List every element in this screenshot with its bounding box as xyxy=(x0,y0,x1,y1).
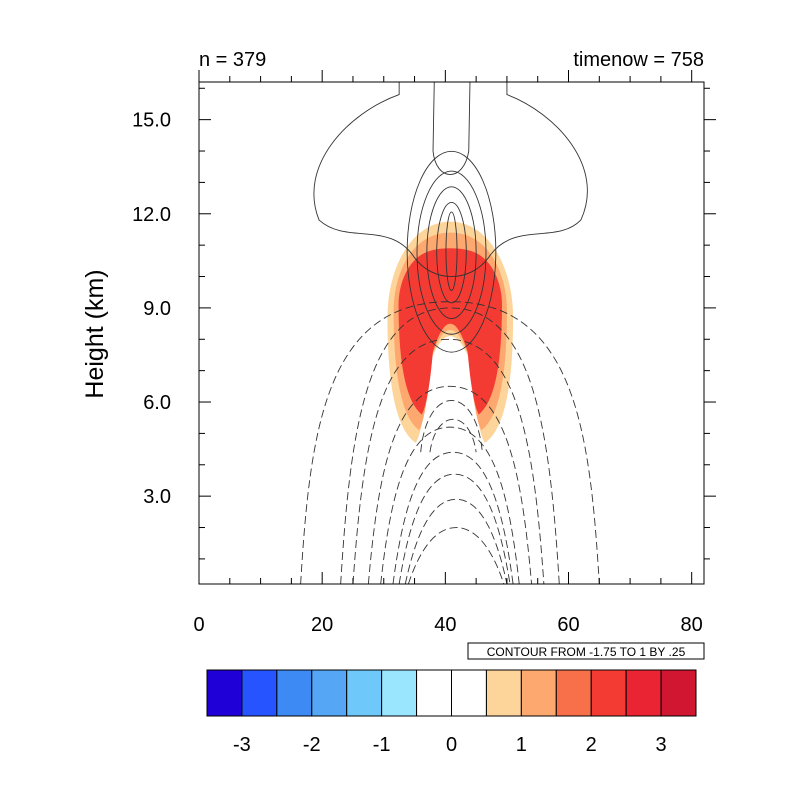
colorbar-swatch-3 xyxy=(311,669,348,717)
y-tick-label: 9.0 xyxy=(143,298,171,320)
y-tick-label: 12.0 xyxy=(132,204,171,226)
colorbar-tick-label: 3 xyxy=(656,734,667,756)
title-right: timenow = 758 xyxy=(573,49,704,71)
dashed-contour-7 xyxy=(404,498,508,585)
dashed-contour-2 xyxy=(352,338,545,585)
dashed-contour-5 xyxy=(392,451,514,585)
dashed-contour-4 xyxy=(380,426,520,585)
colorbar-swatch-0 xyxy=(206,669,243,717)
colorbar: -3 -2 -1 0 1 2 3 xyxy=(206,669,697,756)
solid-contour-core-e xyxy=(445,211,458,291)
title-left: n = 379 xyxy=(199,49,266,71)
solid-contour-core-b xyxy=(416,170,487,335)
dashed-contour-8 xyxy=(407,527,505,585)
filled-region-2 xyxy=(398,248,502,415)
solid-contour-core-d xyxy=(436,202,467,304)
x-tick-label: 0 xyxy=(193,614,204,636)
y-tick-label: 3.0 xyxy=(143,486,171,508)
colorbar-swatch-2 xyxy=(276,669,313,717)
x-tick-label: 40 xyxy=(434,614,456,636)
colorbar-swatch-10 xyxy=(555,669,592,717)
y-axis: 3.0 6.0 9.0 12.0 15.0 xyxy=(132,87,716,560)
dashed-contour-3 xyxy=(367,385,533,585)
colorbar-swatch-11 xyxy=(590,669,627,717)
dashed-contour-inner-x xyxy=(420,400,483,453)
colorbar-tick-label: -1 xyxy=(373,734,391,756)
dashed-contour-0 xyxy=(300,301,600,585)
colorbar-tick-label: 2 xyxy=(586,734,597,756)
contour-info-box xyxy=(467,642,705,660)
colorbar-swatch-1 xyxy=(241,669,278,717)
colorbar-swatch-8 xyxy=(485,669,522,717)
y-axis-label: Height (km) xyxy=(81,269,109,398)
x-axis: 0 20 40 60 80 xyxy=(193,70,703,636)
plot-area xyxy=(300,81,600,585)
colorbar-swatch-5 xyxy=(381,669,418,717)
y-tick-label: 15.0 xyxy=(132,110,171,132)
dashed-contour-6 xyxy=(398,473,511,585)
contour-info-text: CONTOUR FROM -1.75 TO 1 BY .25 xyxy=(487,645,686,659)
colorbar-tick-label: -3 xyxy=(233,734,251,756)
colorbar-tick-label: 0 xyxy=(446,734,457,756)
colorbar-swatch-9 xyxy=(520,669,557,717)
solid-contour-top xyxy=(432,81,471,175)
x-tick-label: 60 xyxy=(557,614,579,636)
solid-contour-core-c xyxy=(426,186,477,320)
colorbar-swatch-13 xyxy=(660,669,697,717)
dashed-contour-1 xyxy=(340,307,560,585)
solid-contour-core-a xyxy=(406,150,497,353)
plot-frame xyxy=(198,81,705,585)
colorbar-swatch-6 xyxy=(416,669,453,717)
solid-contour-outer xyxy=(313,82,588,277)
colorbar-swatch-12 xyxy=(625,669,662,717)
colorbar-swatch-7 xyxy=(451,669,487,717)
y-tick-label: 6.0 xyxy=(143,392,171,414)
x-tick-label: 80 xyxy=(681,614,703,636)
x-tick-label: 20 xyxy=(311,614,333,636)
colorbar-swatch-4 xyxy=(346,669,383,717)
colorbar-tick-label: 1 xyxy=(516,734,527,756)
colorbar-tick-label: -2 xyxy=(303,734,321,756)
dashed-contour-inner-y xyxy=(429,418,477,453)
